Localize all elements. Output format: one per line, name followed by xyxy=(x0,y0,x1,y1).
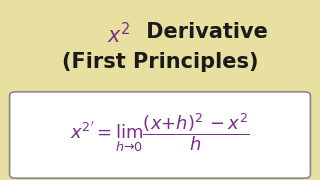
FancyBboxPatch shape xyxy=(10,92,310,178)
Text: $x^{2'} = \lim_{h \to 0} \dfrac{(x+h)^2 - x^2}{h}$: $x^{2'} = \lim_{h \to 0} \dfrac{(x+h)^2 … xyxy=(70,111,250,154)
Text: $x^2$: $x^2$ xyxy=(107,22,130,47)
Text: Derivative: Derivative xyxy=(139,22,268,42)
Text: (First Principles): (First Principles) xyxy=(62,52,258,72)
